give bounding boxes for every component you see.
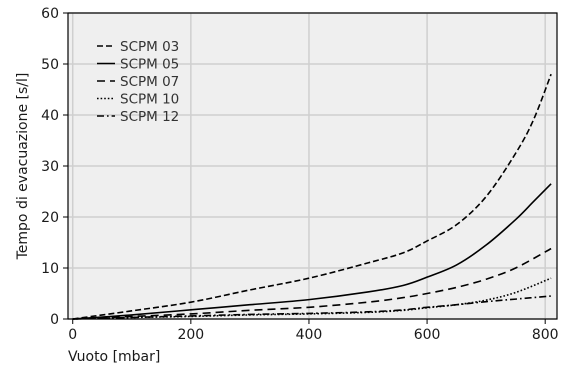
y-axis-title: Tempo di evacuazione [s/l] (15, 73, 31, 261)
legend-label-scpm-10: SCPM 10 (120, 92, 179, 108)
y-tick-label: 20 (41, 210, 59, 226)
x-tick-label: 800 (532, 327, 559, 343)
legend-label-scpm-12: SCPM 12 (120, 109, 179, 125)
y-tick-label: 50 (41, 57, 59, 73)
legend-label-scpm-03: SCPM 03 (120, 39, 179, 55)
y-tick-label: 40 (41, 108, 59, 124)
x-tick-label: 600 (414, 327, 441, 343)
x-axis: 0 200 400 600 800 (68, 319, 558, 343)
y-tick-label: 30 (41, 159, 59, 175)
y-axis: 0 10 20 30 40 50 60 (41, 6, 68, 328)
y-tick-label: 10 (41, 261, 59, 277)
legend-label-scpm-05: SCPM 05 (120, 57, 179, 73)
y-tick-label: 60 (41, 6, 59, 22)
x-tick-label: 400 (296, 327, 323, 343)
x-tick-label: 200 (177, 327, 204, 343)
x-tick-label: 0 (68, 327, 77, 343)
legend-label-scpm-07: SCPM 07 (120, 74, 179, 90)
x-axis-title: Vuoto [mbar] (68, 349, 160, 365)
y-tick-label: 0 (50, 312, 59, 328)
